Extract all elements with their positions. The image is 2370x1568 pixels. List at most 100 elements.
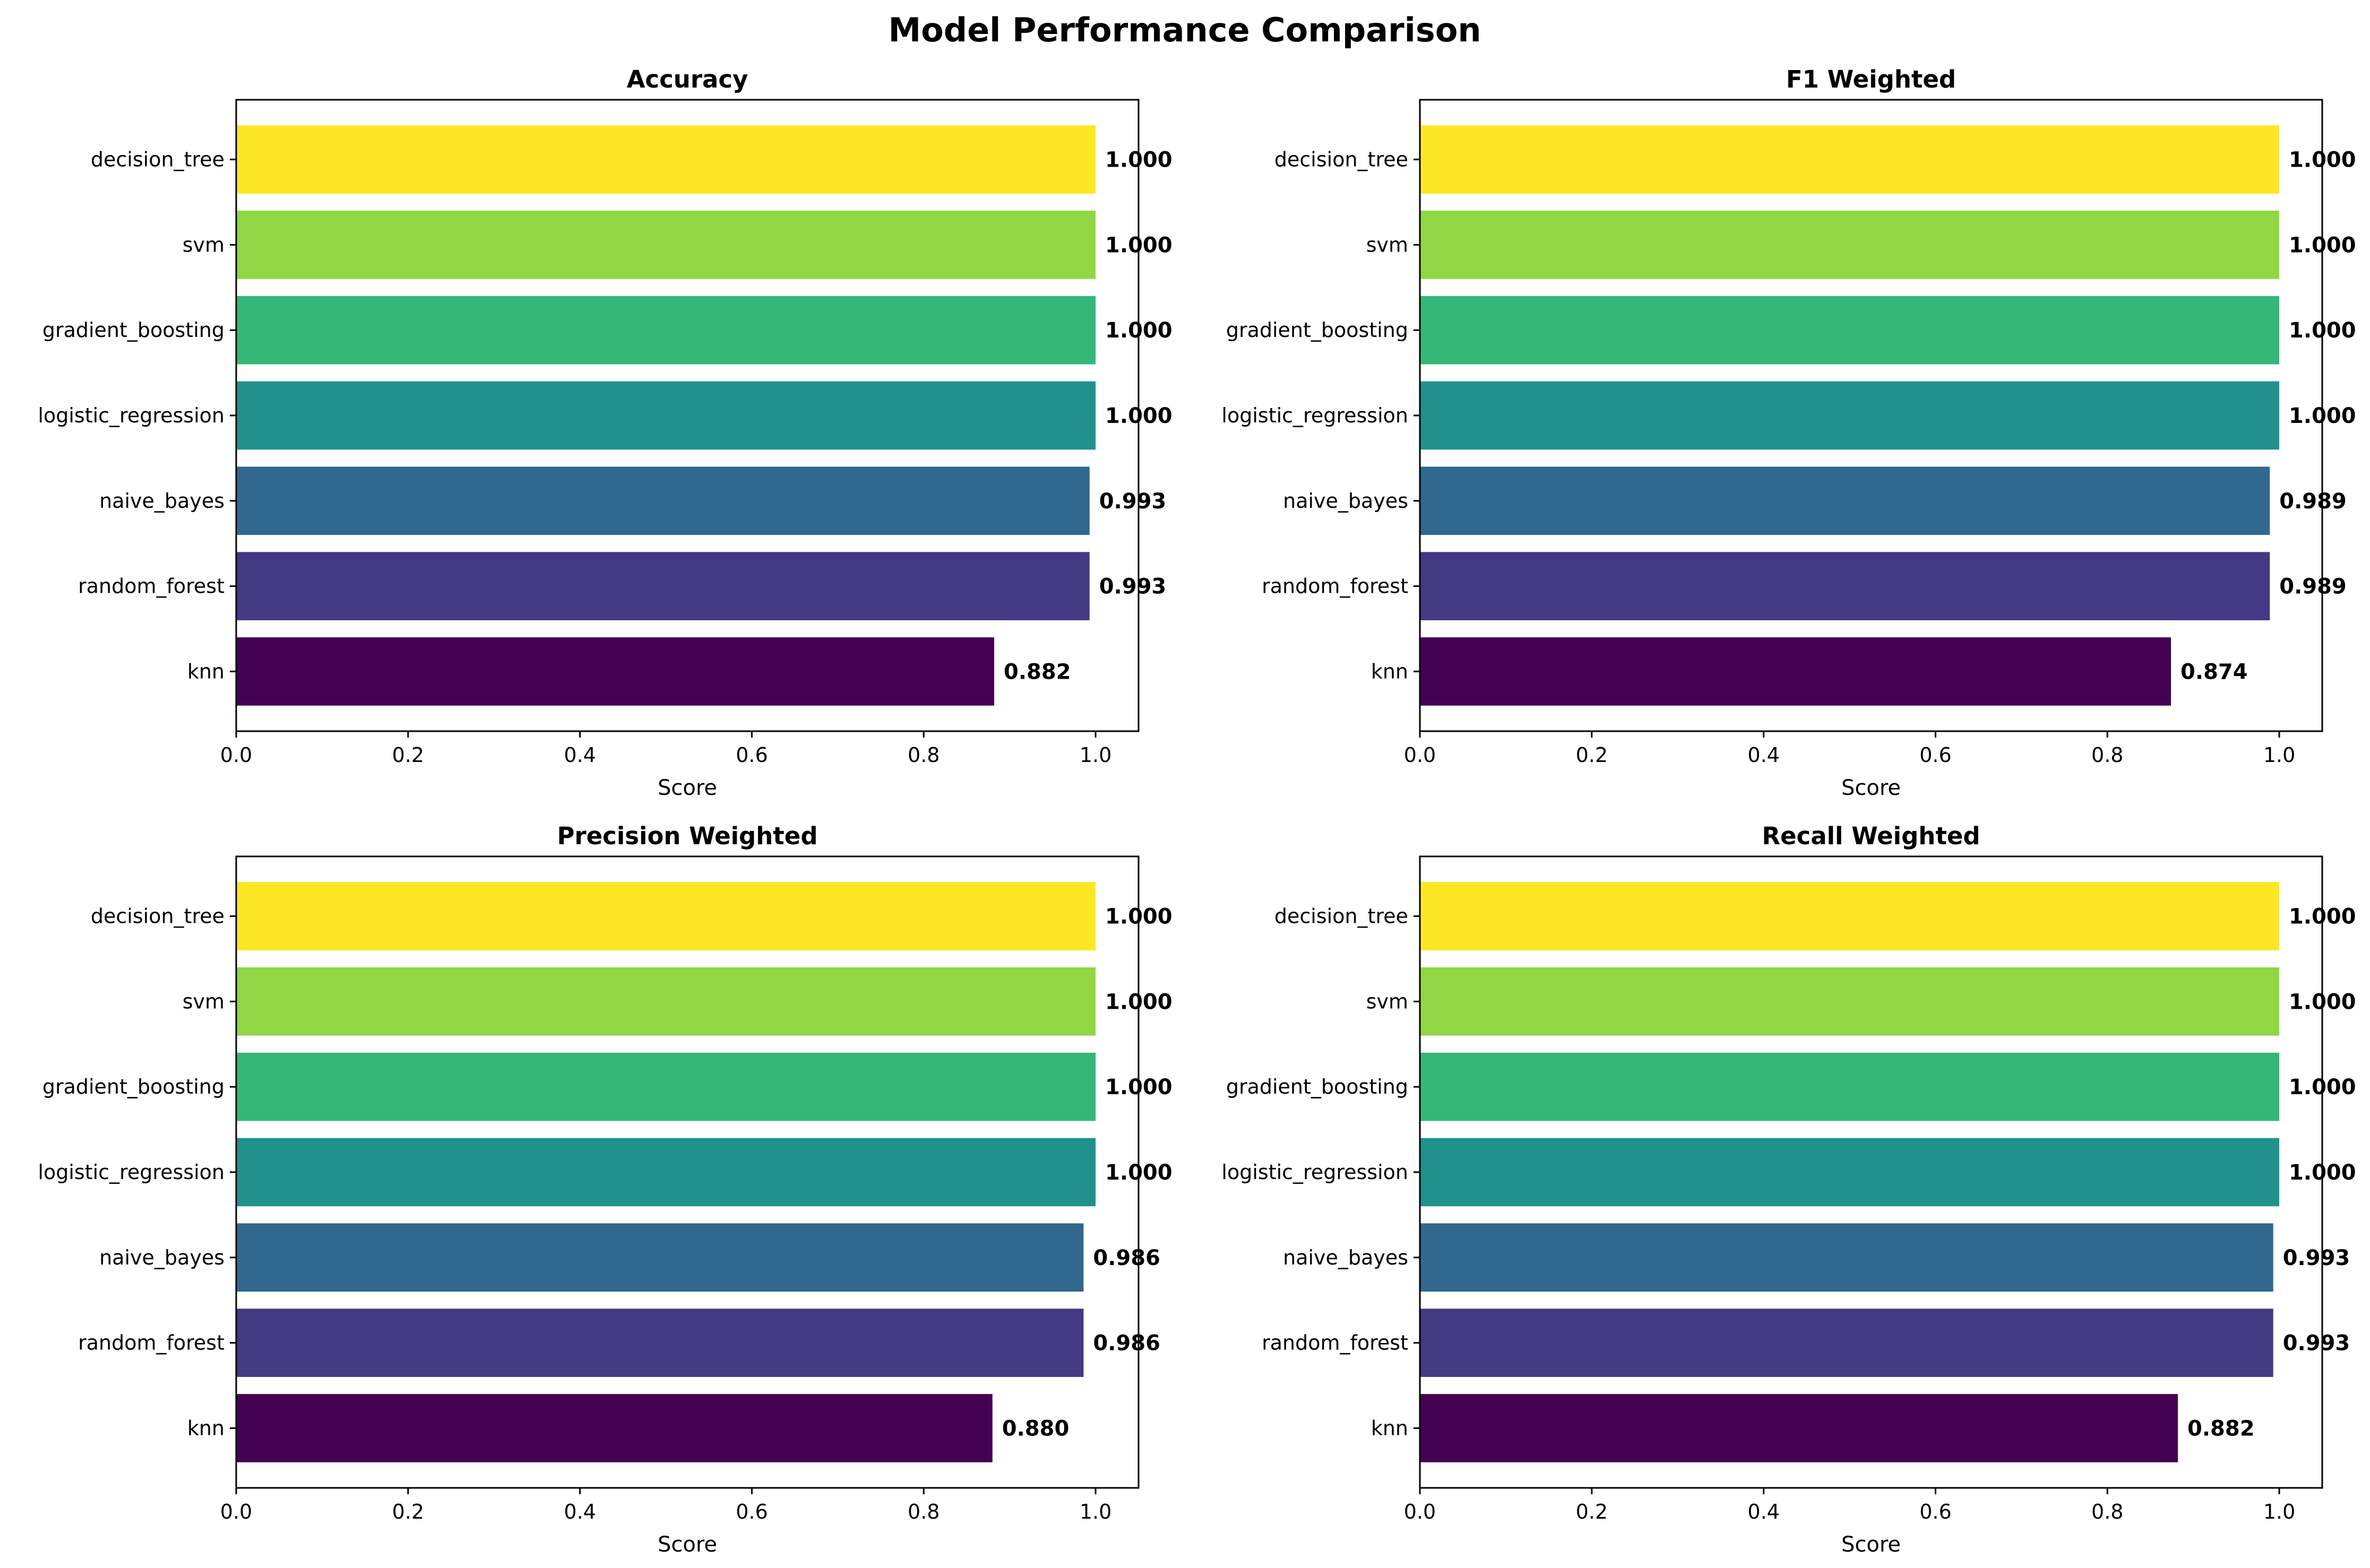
axes-frame [235,855,1140,1489]
bar-svm [1420,967,2280,1036]
ytick-label-naive_bayes: naive_bayes [99,489,225,513]
xtick-label: 1.0 [1080,1500,1111,1523]
bar-random_forest [1420,552,2270,620]
bar-naive_bayes [236,1223,1084,1292]
ytick-label-decision_tree: decision_tree [91,148,225,171]
ytick-label-gradient_boosting: gradient_boosting [1226,1075,1408,1098]
xtick-label: 1.0 [1080,743,1111,767]
axes-frame [1419,855,2323,1489]
bar-random_forest [236,1309,1084,1377]
ytick-label-gradient_boosting: gradient_boosting [42,318,225,342]
value-label-knn: 0.882 [1004,660,1071,684]
bar-gradient_boosting [236,296,1096,365]
value-label-knn: 0.882 [2187,1416,2255,1441]
xtick-label: 0.0 [1404,743,1436,767]
bar-decision_tree [236,125,1096,194]
axes-frame [235,99,1140,732]
xtick-label: 0.8 [908,743,940,767]
xtick-label: 0.2 [392,1500,424,1523]
bar-random_forest [1420,1309,2273,1377]
bar-logistic_regression [236,381,1096,450]
xtick-label: 0.2 [392,743,424,767]
xtick-label: 0.4 [1747,1500,1779,1523]
bar-knn [236,1394,993,1462]
ytick-label-knn: knn [1371,660,1408,683]
bar-logistic_regression [1420,1138,2280,1207]
value-label-knn: 0.874 [2181,660,2248,684]
x-axis-label: Score [1841,776,1901,800]
ytick-label-logistic_regression: logistic_regression [1221,404,1408,427]
ytick-label-decision_tree: decision_tree [91,905,225,928]
xtick-label: 0.0 [1404,1500,1436,1523]
bar-gradient_boosting [1420,296,2280,365]
bar-svm [1420,211,2280,279]
xtick-label: 0.6 [736,743,768,767]
ytick-label-svm: svm [1366,990,1408,1013]
xtick-label: 0.8 [2091,1500,2123,1523]
value-label-knn: 0.880 [1002,1416,1070,1441]
ytick-label-naive_bayes: naive_bayes [1283,489,1408,513]
xtick-label: 0.2 [1576,1500,1608,1523]
subplot-1: 0.882 knn 0.993 random_forest 0.993 naive_bay… [38,65,1172,800]
ytick-label-logistic_regression: logistic_regression [38,1160,225,1184]
subplot-2: 0.874 knn 0.989 random_forest 0.989 naive_bay… [1221,65,2356,800]
ytick-label-logistic_regression: logistic_regression [38,404,225,427]
ytick-label-random_forest: random_forest [78,575,225,598]
bar-gradient_boosting [236,1052,1096,1121]
bar-knn [1420,637,2171,706]
xtick-label: 1.0 [2263,1500,2295,1523]
subplot-title: F1 Weighted [1786,65,1956,93]
xtick-label: 0.4 [564,1500,596,1523]
ytick-label-decision_tree: decision_tree [1274,148,1408,171]
ytick-label-random_forest: random_forest [1262,1331,1408,1355]
subplot-title: Precision Weighted [557,822,817,850]
subplot-title: Recall Weighted [1762,822,1980,850]
bar-svm [236,211,1096,279]
bar-knn [236,637,994,706]
figure-title: Model Performance Comparison [888,11,1481,49]
ytick-label-logistic_regression: logistic_regression [1221,1160,1408,1184]
value-label-random_forest: 0.986 [1093,1331,1160,1356]
x-axis-label: Score [658,1532,717,1557]
bar-logistic_regression [1420,381,2280,450]
ytick-label-decision_tree: decision_tree [1274,905,1408,928]
value-label-naive_bayes: 0.993 [1099,489,1167,514]
x-axis-label: Score [658,776,717,800]
xtick-label: 0.4 [564,743,596,767]
ytick-label-random_forest: random_forest [78,1331,225,1355]
ytick-label-random_forest: random_forest [1262,575,1408,598]
value-label-random_forest: 0.993 [2283,1331,2350,1356]
value-label-random_forest: 0.989 [2279,575,2347,599]
bar-logistic_regression [236,1138,1096,1207]
bar-gradient_boosting [1420,1052,2280,1121]
ytick-label-gradient_boosting: gradient_boosting [1226,318,1408,342]
xtick-label: 0.8 [2091,743,2123,767]
x-axis-label: Score [1841,1532,1901,1557]
xtick-label: 0.6 [1919,1500,1951,1523]
bar-naive_bayes [1420,1223,2273,1292]
value-label-naive_bayes: 0.986 [1093,1246,1160,1270]
ytick-label-knn: knn [1371,1416,1408,1440]
xtick-label: 1.0 [2263,743,2295,767]
value-label-naive_bayes: 0.989 [2279,489,2347,514]
ytick-label-svm: svm [183,233,225,256]
xtick-label: 0.6 [736,1500,768,1523]
ytick-label-naive_bayes: naive_bayes [1283,1246,1408,1269]
bar-naive_bayes [236,466,1090,535]
xtick-label: 0.0 [220,743,252,767]
ytick-label-knn: knn [187,660,225,683]
ytick-label-svm: svm [183,990,225,1013]
subplot-3: 0.880 knn 0.986 random_forest 0.986 naive_bay… [38,822,1172,1557]
xtick-label: 0.2 [1576,743,1608,767]
xtick-label: 0.8 [908,1500,940,1523]
bar-random_forest [236,552,1090,620]
ytick-label-svm: svm [1366,233,1408,256]
xtick-label: 0.4 [1747,743,1779,767]
bar-knn [1420,1394,2178,1462]
bar-decision_tree [236,882,1096,950]
ytick-label-naive_bayes: naive_bayes [99,1246,225,1269]
axes-frame [1419,99,2323,732]
bar-svm [236,967,1096,1036]
bar-naive_bayes [1420,466,2270,535]
